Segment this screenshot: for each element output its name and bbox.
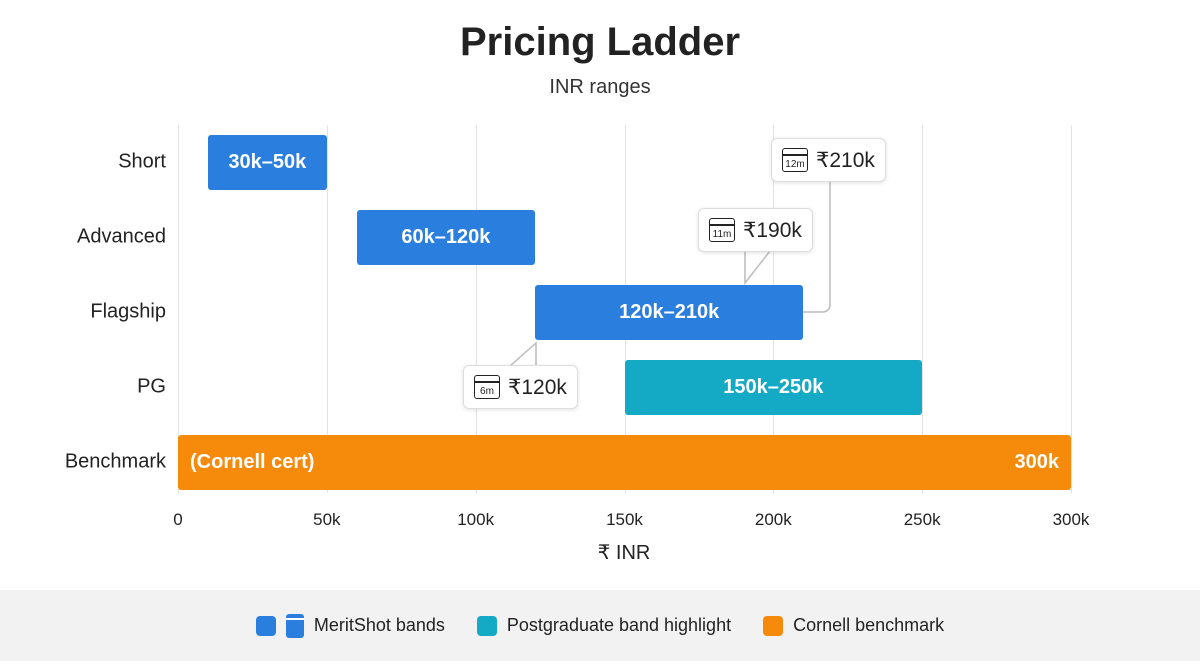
gridline: [475, 125, 477, 493]
bar-advanced: 60k–120k: [356, 210, 536, 265]
calendar-icon: [285, 613, 304, 638]
x-axis-label: ₹ INR: [597, 542, 651, 564]
price-callout: 6m ₹120k: [463, 365, 578, 409]
bar-label-left: (Cornell cert): [190, 451, 315, 473]
bar-short: 30k–50k: [207, 135, 327, 190]
category-label: Advanced: [77, 225, 166, 248]
bar-benchmark: (Cornell cert) 300k: [178, 435, 1071, 490]
legend-swatch: [255, 615, 276, 636]
gridline: [1071, 125, 1072, 493]
category-label: PG: [137, 375, 166, 398]
callout-price: ₹210k: [816, 148, 875, 172]
category-label: Benchmark: [64, 450, 166, 473]
callout-price: ₹190k: [743, 218, 802, 242]
calendar-icon: 12m: [782, 148, 808, 172]
x-tick-label: 0: [173, 510, 183, 529]
bar-pg: 150k–250k: [624, 360, 923, 415]
legend-label: MeritShot bands: [313, 615, 445, 635]
bar-label: 60k–120k: [401, 226, 491, 248]
price-callout: 11m ₹190k: [698, 208, 813, 252]
legend-swatch: [476, 615, 497, 636]
price-callout: 12m ₹210k: [771, 138, 886, 182]
callout-price: ₹120k: [508, 375, 567, 399]
bar-label: 30k–50k: [228, 151, 307, 173]
legend-item: MeritShot bands: [255, 613, 445, 638]
calendar-icon: 11m: [709, 218, 735, 242]
category-label: Flagship: [90, 300, 166, 323]
callout-connector: [803, 181, 831, 313]
callout-connector: [744, 250, 771, 286]
x-tick-label: 250k: [903, 510, 941, 529]
bar-label: 150k–250k: [723, 376, 824, 398]
category-label: Short: [118, 150, 166, 173]
chart-subtitle: INR ranges: [549, 76, 651, 98]
x-tick-label: 50k: [313, 510, 341, 529]
calendar-icon: 6m: [474, 375, 500, 399]
x-tick-label: 100k: [457, 510, 495, 529]
x-tick-label: 150k: [606, 510, 643, 529]
legend-swatch: [763, 615, 784, 636]
chart-title: Pricing Ladder: [459, 20, 741, 64]
gridline: [326, 125, 328, 493]
bar-flagship: 120k–210k: [535, 285, 804, 340]
gridline: [178, 125, 179, 493]
legend: MeritShot bands Postgraduate band highlig…: [0, 590, 1200, 661]
bar-label: 120k–210k: [619, 301, 720, 323]
legend-item: Postgraduate band highlight: [476, 615, 732, 636]
callout-connector: [509, 341, 537, 367]
x-tick-label: 300k: [1052, 510, 1090, 529]
gridline: [922, 125, 924, 493]
legend-item: Cornell benchmark: [763, 615, 944, 636]
legend-label: Postgraduate band highlight: [506, 615, 732, 635]
legend-label: Cornell benchmark: [793, 615, 945, 635]
bar-label: 300k: [1014, 451, 1060, 473]
x-tick-label: 200k: [754, 510, 792, 529]
